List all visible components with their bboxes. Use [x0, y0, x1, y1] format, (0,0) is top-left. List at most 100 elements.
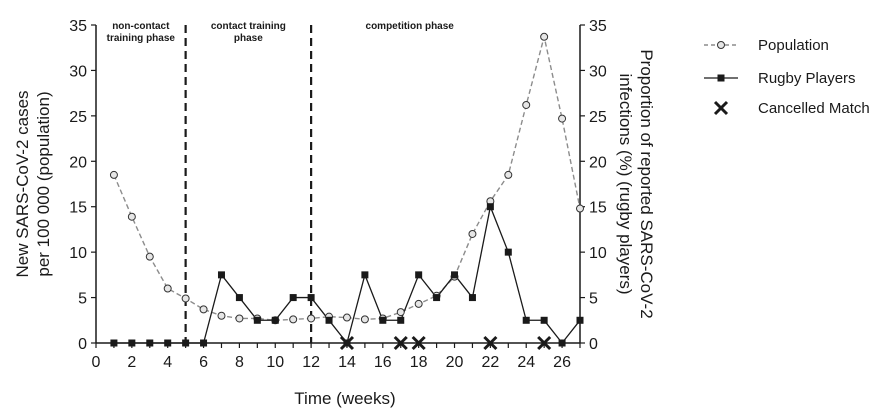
phase-label: contact training — [211, 21, 286, 32]
phase-label: training phase — [107, 33, 176, 44]
rugby-players-point — [325, 316, 333, 324]
rugby-players-point — [128, 339, 136, 347]
legend: Population Rugby Players Cancelled Match — [704, 37, 870, 117]
right-y-tick-label: 35 — [589, 18, 607, 35]
rugby-players-point — [182, 339, 190, 347]
phase-label: non-contact — [112, 21, 170, 32]
x-tick-label: 0 — [92, 354, 101, 371]
cancelled-match-stroke — [483, 335, 498, 351]
cancelled-match-stroke — [393, 335, 408, 351]
rugby-players-point — [289, 294, 297, 302]
legend-population-marker — [717, 41, 725, 49]
rugby-players-point — [540, 316, 548, 324]
cancelled-match-marker — [537, 335, 552, 351]
right-y-axis-title-line1: Proportion of reported SARS-CoV-2 — [637, 49, 656, 318]
cancelled-match-marker — [393, 335, 408, 351]
x-tick-label: 24 — [517, 354, 535, 371]
x-tick-label: 6 — [199, 354, 208, 371]
rugby-players-point — [558, 339, 566, 347]
population-point — [145, 252, 154, 261]
rugby-players-point — [164, 339, 172, 347]
right-y-tick-label: 20 — [589, 154, 607, 171]
population-point — [468, 229, 477, 238]
rugby-players-point — [146, 339, 154, 347]
rugby-players-point — [253, 316, 261, 324]
x-axis-title: Time (weeks) — [294, 389, 395, 408]
rugby-players-point — [217, 271, 225, 279]
cancelled-match-marker — [411, 335, 426, 351]
population-point — [396, 308, 405, 317]
left-y-axis-title-line2: per 100 000 (population) — [34, 91, 53, 276]
rugby-players-point — [379, 316, 387, 324]
rugby-players-point — [433, 294, 441, 302]
population-point — [163, 284, 172, 293]
left-y-tick-label: 5 — [78, 291, 87, 308]
right-y-tick-label: 0 — [589, 336, 598, 353]
left-y-tick-label: 35 — [69, 18, 87, 35]
left-y-axis-title-2: per 100 000 (population) — [34, 91, 53, 276]
left-y-tick-label: 30 — [69, 63, 87, 80]
population-point — [217, 311, 226, 320]
rugby-players-line — [113, 204, 581, 345]
rugby-players-point — [468, 294, 476, 302]
rugby-players-point — [504, 248, 512, 256]
population-point — [558, 114, 567, 123]
cancelled-match-stroke — [339, 335, 355, 351]
right-y-tick-label: 5 — [589, 291, 598, 308]
legend-cancelled-label: Cancelled Match — [758, 100, 870, 117]
cancelled-match-stroke — [537, 335, 552, 351]
x-tick-label: 20 — [446, 354, 464, 371]
population-point — [540, 32, 549, 41]
x-tick-label: 10 — [266, 354, 284, 371]
rugby-players-point — [235, 294, 243, 302]
population-point — [522, 100, 531, 109]
rugby-players-point — [415, 271, 423, 279]
cancelled-match-marker — [483, 335, 498, 351]
x-axis: 0 2 4 6 8 10 12 14 16 18 20 22 24 26 — [92, 342, 581, 371]
right-y-axis: 0 5 10 15 20 25 30 35 — [579, 18, 607, 353]
population-point — [307, 314, 316, 323]
left-y-tick-label: 20 — [69, 154, 87, 171]
population-point — [109, 170, 118, 179]
rugby-players-point — [200, 339, 208, 347]
rugby-players-point — [361, 271, 369, 279]
population-point — [576, 204, 584, 213]
left-y-tick-label: 15 — [69, 200, 87, 217]
right-y-axis-title-line2: infections (%) (rugby players) — [616, 73, 635, 294]
legend-rugby-label: Rugby Players — [758, 70, 856, 87]
x-tick-label: 26 — [553, 354, 571, 371]
x-tick-label: 12 — [302, 354, 320, 371]
right-y-tick-label: 15 — [589, 200, 607, 217]
left-y-tick-label: 0 — [78, 336, 87, 353]
population-point — [360, 315, 369, 324]
legend-rugby-marker — [717, 74, 725, 82]
left-y-axis-title: New SARS-CoV-2 cases — [13, 90, 32, 277]
population-point — [414, 299, 423, 308]
population-point — [181, 294, 190, 303]
right-y-axis-title: Proportion of reported SARS-CoV-2 — [637, 49, 656, 318]
population-point — [289, 315, 298, 324]
rugby-players-point — [110, 339, 118, 347]
x-tick-label: 22 — [481, 354, 499, 371]
x-tick-label: 18 — [410, 354, 428, 371]
right-y-axis-title-2: infections (%) (rugby players) — [616, 73, 635, 294]
legend-cancelled-marker — [713, 100, 729, 116]
rugby-players-point — [522, 316, 530, 324]
right-y-tick-label: 25 — [589, 109, 607, 126]
population-point — [127, 212, 136, 221]
population-line — [113, 36, 581, 321]
rugby-players-point — [576, 316, 584, 324]
x-tick-label: 14 — [338, 354, 356, 371]
x-tick-label: 16 — [374, 354, 392, 371]
cancelled-match-marker — [339, 335, 355, 351]
x-tick-label: 4 — [163, 354, 172, 371]
left-y-tick-label: 10 — [69, 245, 87, 262]
left-y-axis: 0 5 10 15 20 25 30 35 — [69, 18, 97, 353]
rugby-players-point — [307, 294, 315, 302]
population-point — [199, 305, 208, 314]
phase-label: phase — [234, 33, 263, 44]
phase-label: competition phase — [366, 21, 455, 32]
left-y-axis-title-line1: New SARS-CoV-2 cases — [13, 90, 32, 277]
